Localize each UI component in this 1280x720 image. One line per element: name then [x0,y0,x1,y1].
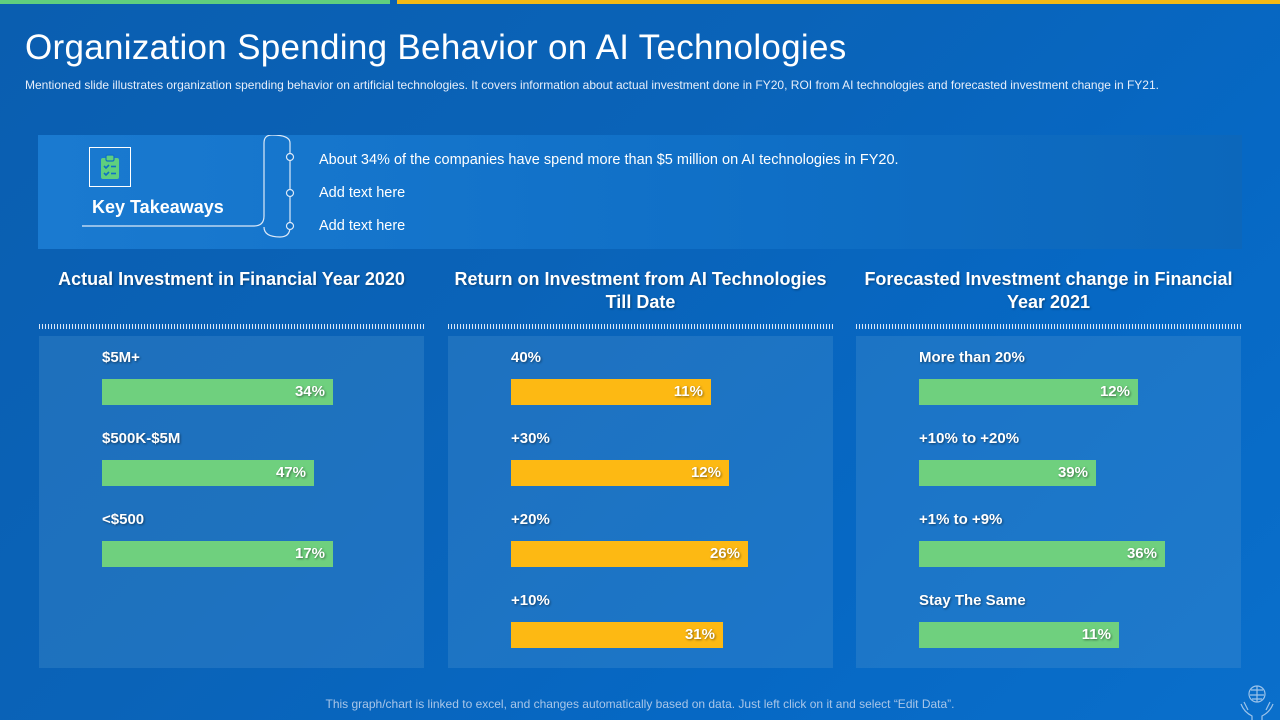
bar: 11% [919,622,1119,648]
bar-category-label: <$500 [102,511,145,528]
chart-title-roi: Return on Investment from AI Technologie… [454,269,827,312]
bar-category-label: $500K-$5M [102,430,181,447]
bar: 17% [102,541,333,567]
bar: 12% [919,379,1138,405]
bar-value-label: 11% [673,383,703,400]
bar-category-label: $5M+ [102,349,140,366]
bar-value-label: 12% [1099,383,1130,400]
bar-value-label: 47% [275,464,306,481]
bar-category-label: +10% to +20% [919,430,1020,447]
bar-value-label: 26% [709,545,740,562]
key-takeaways-label: Key Takeaways [92,197,224,217]
takeaway-item-1: About 34% of the companies have spend mo… [319,152,899,168]
bar: 47% [102,460,314,486]
dotted-divider [856,324,1241,329]
takeaway-item-3: Add text here [319,218,406,234]
footer-note: This graph/chart is linked to excel, and… [325,697,955,711]
bar-value-label: 36% [1126,545,1157,562]
bar-category-label: Stay The Same [919,592,1026,609]
bar-value-label: 34% [294,383,325,400]
chart-panel-forecasted-investment: More than 20% 12% +10% to +20% 39% +1% to +9… [856,336,1241,668]
bar: 31% [511,622,723,648]
top-accent-bar-yellow [397,0,1280,4]
top-accent-bar-green [0,0,390,4]
bar-value-label: 31% [684,626,715,643]
dotted-divider [39,324,424,329]
bar-value-label: 39% [1057,464,1088,481]
chart-panel-roi: 40% 11% +30% 12% +20% 26% +10% 31% [448,336,833,668]
bar: 12% [511,460,729,486]
bar-value-label: 17% [294,545,325,562]
bar: 26% [511,541,748,567]
slide-subtitle: Mentioned slide illustrates organization… [25,78,1159,92]
bar-category-label: More than 20% [919,349,1025,366]
bar-value-label: 11% [1081,626,1111,643]
dotted-divider [448,324,833,329]
takeaways-connector-line [82,135,295,238]
clipboard-check-icon [89,147,131,187]
chart-title-forecasted-investment: Forecasted Investment change in Financia… [864,269,1233,312]
slide-title: Organization Spending Behavior on AI Tec… [25,28,847,67]
hands-brain-icon [1240,685,1274,720]
bar-category-label: +20% [511,511,550,528]
bar: 39% [919,460,1096,486]
bar-category-label: 40% [511,349,542,366]
bar: 11% [511,379,711,405]
bar-category-label: +10% [511,592,550,609]
takeaway-item-2: Add text here [319,185,406,201]
chart-panel-actual-investment: $5M+ 34% $500K-$5M 47% <$500 17% [39,336,424,668]
bar: 36% [919,541,1165,567]
bar-value-label: 12% [690,464,721,481]
bar: 34% [102,379,333,405]
bar-category-label: +30% [511,430,550,447]
key-takeaways-box: Key Takeaways About 34% of the companies… [38,135,1242,249]
bar-category-label: +1% to +9% [919,511,1003,528]
chart-title-actual-investment: Actual Investment in Financial Year 2020 [58,269,405,289]
